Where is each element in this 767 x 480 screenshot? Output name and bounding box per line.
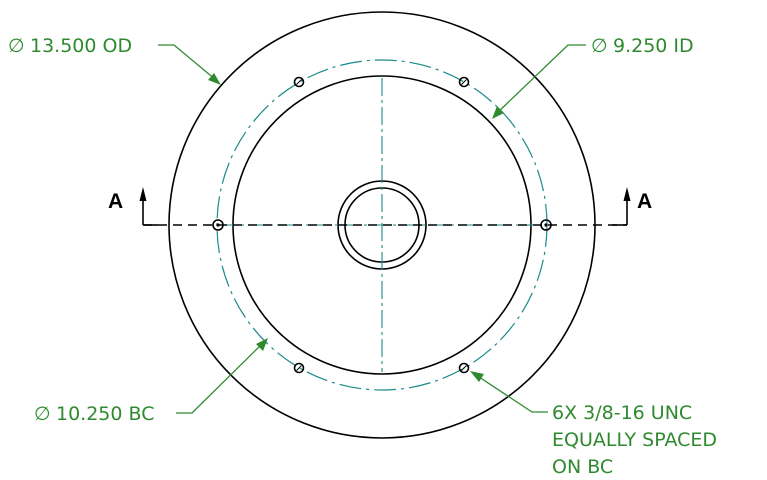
bolt-hole-top-right	[458, 76, 470, 88]
id-callout-text: 9.250 ID	[613, 35, 694, 57]
bc-leader-line	[176, 342, 264, 414]
section-label-left: A	[108, 190, 123, 213]
od-callout-text: 13.500 OD	[30, 35, 132, 57]
bolt-hole-left	[212, 219, 224, 231]
bolt-hole-bottom-right	[458, 362, 470, 374]
section-arrow-right-head	[623, 187, 631, 201]
id-leader-arrowhead	[492, 106, 504, 119]
section-label-right: A	[637, 190, 652, 213]
bolt-hole-right	[540, 219, 552, 231]
id-leader-line	[495, 44, 586, 115]
hole-note-line-1: 6X 3/8-16 UNC	[552, 402, 692, 424]
hole-note-line-2: EQUALLY SPACED	[552, 429, 717, 451]
bolt-hole-top-left	[293, 76, 305, 88]
section-arrow-left-head	[139, 187, 147, 201]
od-leader-line	[158, 44, 217, 81]
id-callout: ∅ 9.250 ID	[492, 35, 694, 119]
bc-callout-text: 10.250 BC	[56, 403, 155, 425]
diameter-symbol-icon: ∅	[34, 403, 51, 425]
hole-note-leader-line	[475, 374, 548, 413]
bolt-hole-bottom-left	[293, 362, 305, 374]
hole-note-leader-arrowhead	[470, 371, 484, 382]
hole-note-line-3: ON BC	[552, 456, 613, 478]
bc-callout: ∅ 10.250 BC	[34, 338, 268, 425]
hole-note-callout: 6X 3/8-16 UNC EQUALLY SPACED ON BC	[470, 371, 717, 478]
od-callout: ∅ 13.500 OD	[8, 35, 221, 85]
diameter-symbol-icon: ∅	[8, 35, 25, 57]
diameter-symbol-icon: ∅	[591, 35, 608, 57]
bc-leader-arrowhead	[256, 338, 268, 351]
od-leader-arrowhead	[208, 73, 221, 85]
